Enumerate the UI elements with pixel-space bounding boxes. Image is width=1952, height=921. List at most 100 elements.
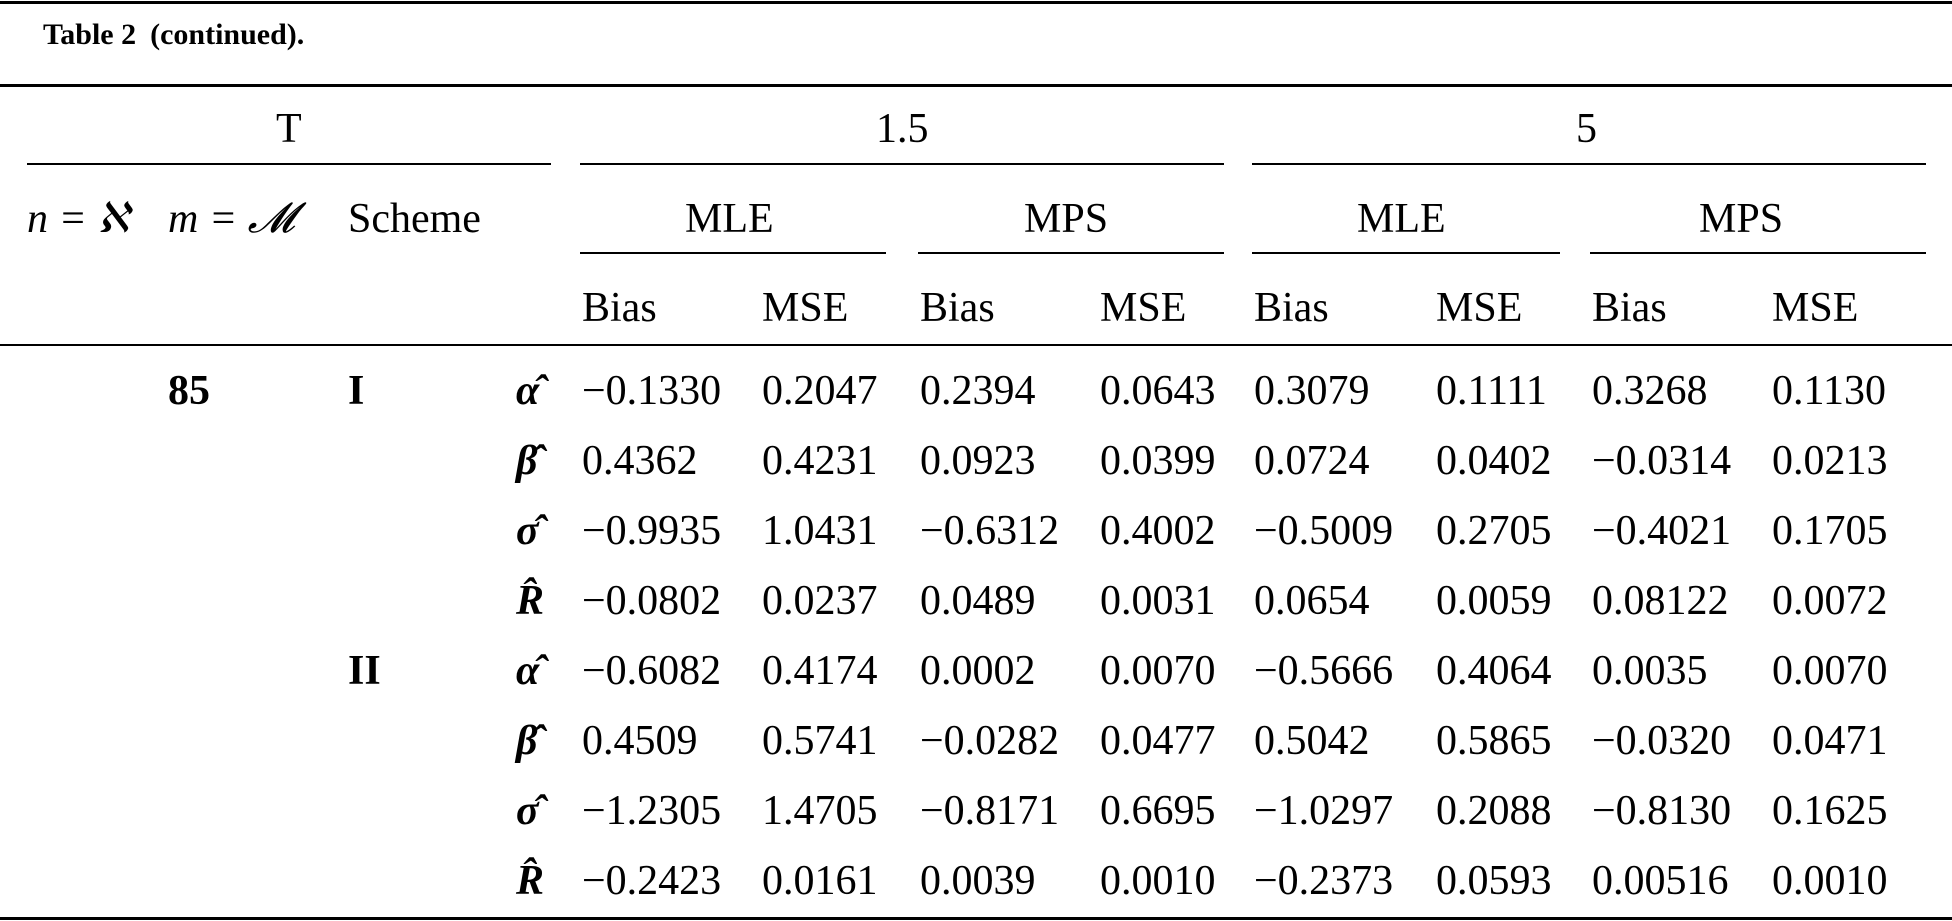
table-cell: 0.0237	[762, 578, 878, 624]
table-cell: 0.5741	[762, 718, 878, 764]
table-top-rule	[0, 1, 1952, 4]
table-cell: −0.0314	[1592, 438, 1732, 484]
table-cell: 0.6695	[1100, 788, 1216, 834]
parameter-symbol: β̂	[516, 438, 538, 484]
header-t-value-1: 1.5	[876, 106, 929, 152]
parameter-symbol: α̂	[516, 368, 540, 414]
table-cell: 0.3268	[1592, 368, 1708, 414]
header-stat-1: Bias	[582, 285, 657, 331]
header-stat-3: Bias	[920, 285, 995, 331]
table-cell: −0.6082	[582, 648, 722, 694]
table-cell: −0.6312	[920, 508, 1060, 554]
header-t-label: T	[276, 106, 302, 152]
table-cell: 0.2705	[1436, 508, 1552, 554]
table-cell: 1.0431	[762, 508, 878, 554]
table-cell: −0.8130	[1592, 788, 1732, 834]
table-cell: 0.0010	[1772, 858, 1888, 904]
table-cell: 0.0654	[1254, 578, 1370, 624]
method-1-underline	[580, 252, 886, 254]
caption-rule	[0, 84, 1952, 87]
table-cell: 0.08122	[1592, 578, 1729, 624]
header-stat-6: MSE	[1436, 285, 1523, 331]
table-cell: −0.8171	[920, 788, 1060, 834]
parameter-symbol: α̂	[516, 648, 540, 694]
header-t-value-2: 5	[1576, 106, 1597, 152]
table-cell: −0.5009	[1254, 508, 1394, 554]
t-value-1-underline	[580, 163, 1224, 165]
table-cell: 0.2088	[1436, 788, 1552, 834]
table-cell: 0.0039	[920, 858, 1036, 904]
table-cell: 0.4231	[762, 438, 878, 484]
table-cell: 0.0399	[1100, 438, 1216, 484]
parameter-symbol: R̂	[516, 578, 545, 624]
table-cell: 0.1705	[1772, 508, 1888, 554]
table-cell: 0.0593	[1436, 858, 1552, 904]
table-cell: 0.0035	[1592, 648, 1708, 694]
table-cell: −0.2423	[582, 858, 722, 904]
table-cell: 0.0643	[1100, 368, 1216, 414]
scheme-label-1: I	[348, 368, 365, 414]
table-cell: 0.5865	[1436, 718, 1552, 764]
table-continued-note: (continued).	[150, 18, 305, 51]
header-stat-8: MSE	[1772, 285, 1859, 331]
table-cell: 0.0161	[762, 858, 878, 904]
t-label-underline	[27, 163, 551, 165]
header-method-2: MPS	[1024, 196, 1109, 242]
table-cell: 0.0031	[1100, 578, 1216, 624]
header-stat-5: Bias	[1254, 285, 1329, 331]
parameter-symbol: β̂	[516, 718, 538, 764]
table-cell: 0.2047	[762, 368, 878, 414]
header-method-1: MLE	[685, 196, 774, 242]
header-m-label: m = 𝓜	[168, 196, 295, 242]
table-cell: −0.0320	[1592, 718, 1732, 764]
table-label: Table 2	[43, 18, 137, 51]
scheme-label-2: II	[348, 648, 381, 694]
n-value: 85	[168, 368, 210, 414]
table-cell: 0.0213	[1772, 438, 1888, 484]
parameter-symbol: R̂	[516, 858, 545, 904]
table-cell: 0.0070	[1772, 648, 1888, 694]
table-cell: −0.4021	[1592, 508, 1732, 554]
table-cell: 0.0477	[1100, 718, 1216, 764]
table-cell: 0.0489	[920, 578, 1036, 624]
table-cell: 0.0059	[1436, 578, 1552, 624]
table-cell: 0.0010	[1100, 858, 1216, 904]
table-cell: 0.0724	[1254, 438, 1370, 484]
table-cell: −0.0282	[920, 718, 1060, 764]
table-cell: 0.0402	[1436, 438, 1552, 484]
table-cell: −1.0297	[1254, 788, 1394, 834]
table-cell: 0.1625	[1772, 788, 1888, 834]
table-cell: −0.9935	[582, 508, 722, 554]
table-cell: 1.4705	[762, 788, 878, 834]
table-cell: −0.5666	[1254, 648, 1394, 694]
table-cell: 0.4362	[582, 438, 698, 484]
header-stat-2: MSE	[762, 285, 849, 331]
table-cell: 0.0471	[1772, 718, 1888, 764]
table-cell: 0.0072	[1772, 578, 1888, 624]
header-scheme-label: Scheme	[348, 196, 481, 242]
parameter-symbol: σ̂	[516, 788, 539, 834]
table-cell: −0.0802	[582, 578, 722, 624]
table-caption: Table 2 (continued).	[43, 18, 304, 52]
table-cell: 0.0923	[920, 438, 1036, 484]
table-cell: 0.2394	[920, 368, 1036, 414]
table-cell: 0.4509	[582, 718, 698, 764]
header-method-4: MPS	[1699, 196, 1784, 242]
table-cell: 0.4174	[762, 648, 878, 694]
header-n-label: n = ℵ	[27, 196, 129, 242]
table-cell: 0.1130	[1772, 368, 1886, 414]
table-cell: 0.1111	[1436, 368, 1547, 414]
table-cell: 0.0002	[920, 648, 1036, 694]
table-cell: 0.00516	[1592, 858, 1729, 904]
table-bottom-rule	[0, 917, 1952, 920]
table-cell: −0.2373	[1254, 858, 1394, 904]
header-stat-4: MSE	[1100, 285, 1187, 331]
table-cell: 0.4002	[1100, 508, 1216, 554]
header-stat-7: Bias	[1592, 285, 1667, 331]
table-cell: −1.2305	[582, 788, 722, 834]
method-3-underline	[1252, 252, 1560, 254]
table-cell: 0.5042	[1254, 718, 1370, 764]
header-method-3: MLE	[1357, 196, 1446, 242]
table-cell: 0.0070	[1100, 648, 1216, 694]
